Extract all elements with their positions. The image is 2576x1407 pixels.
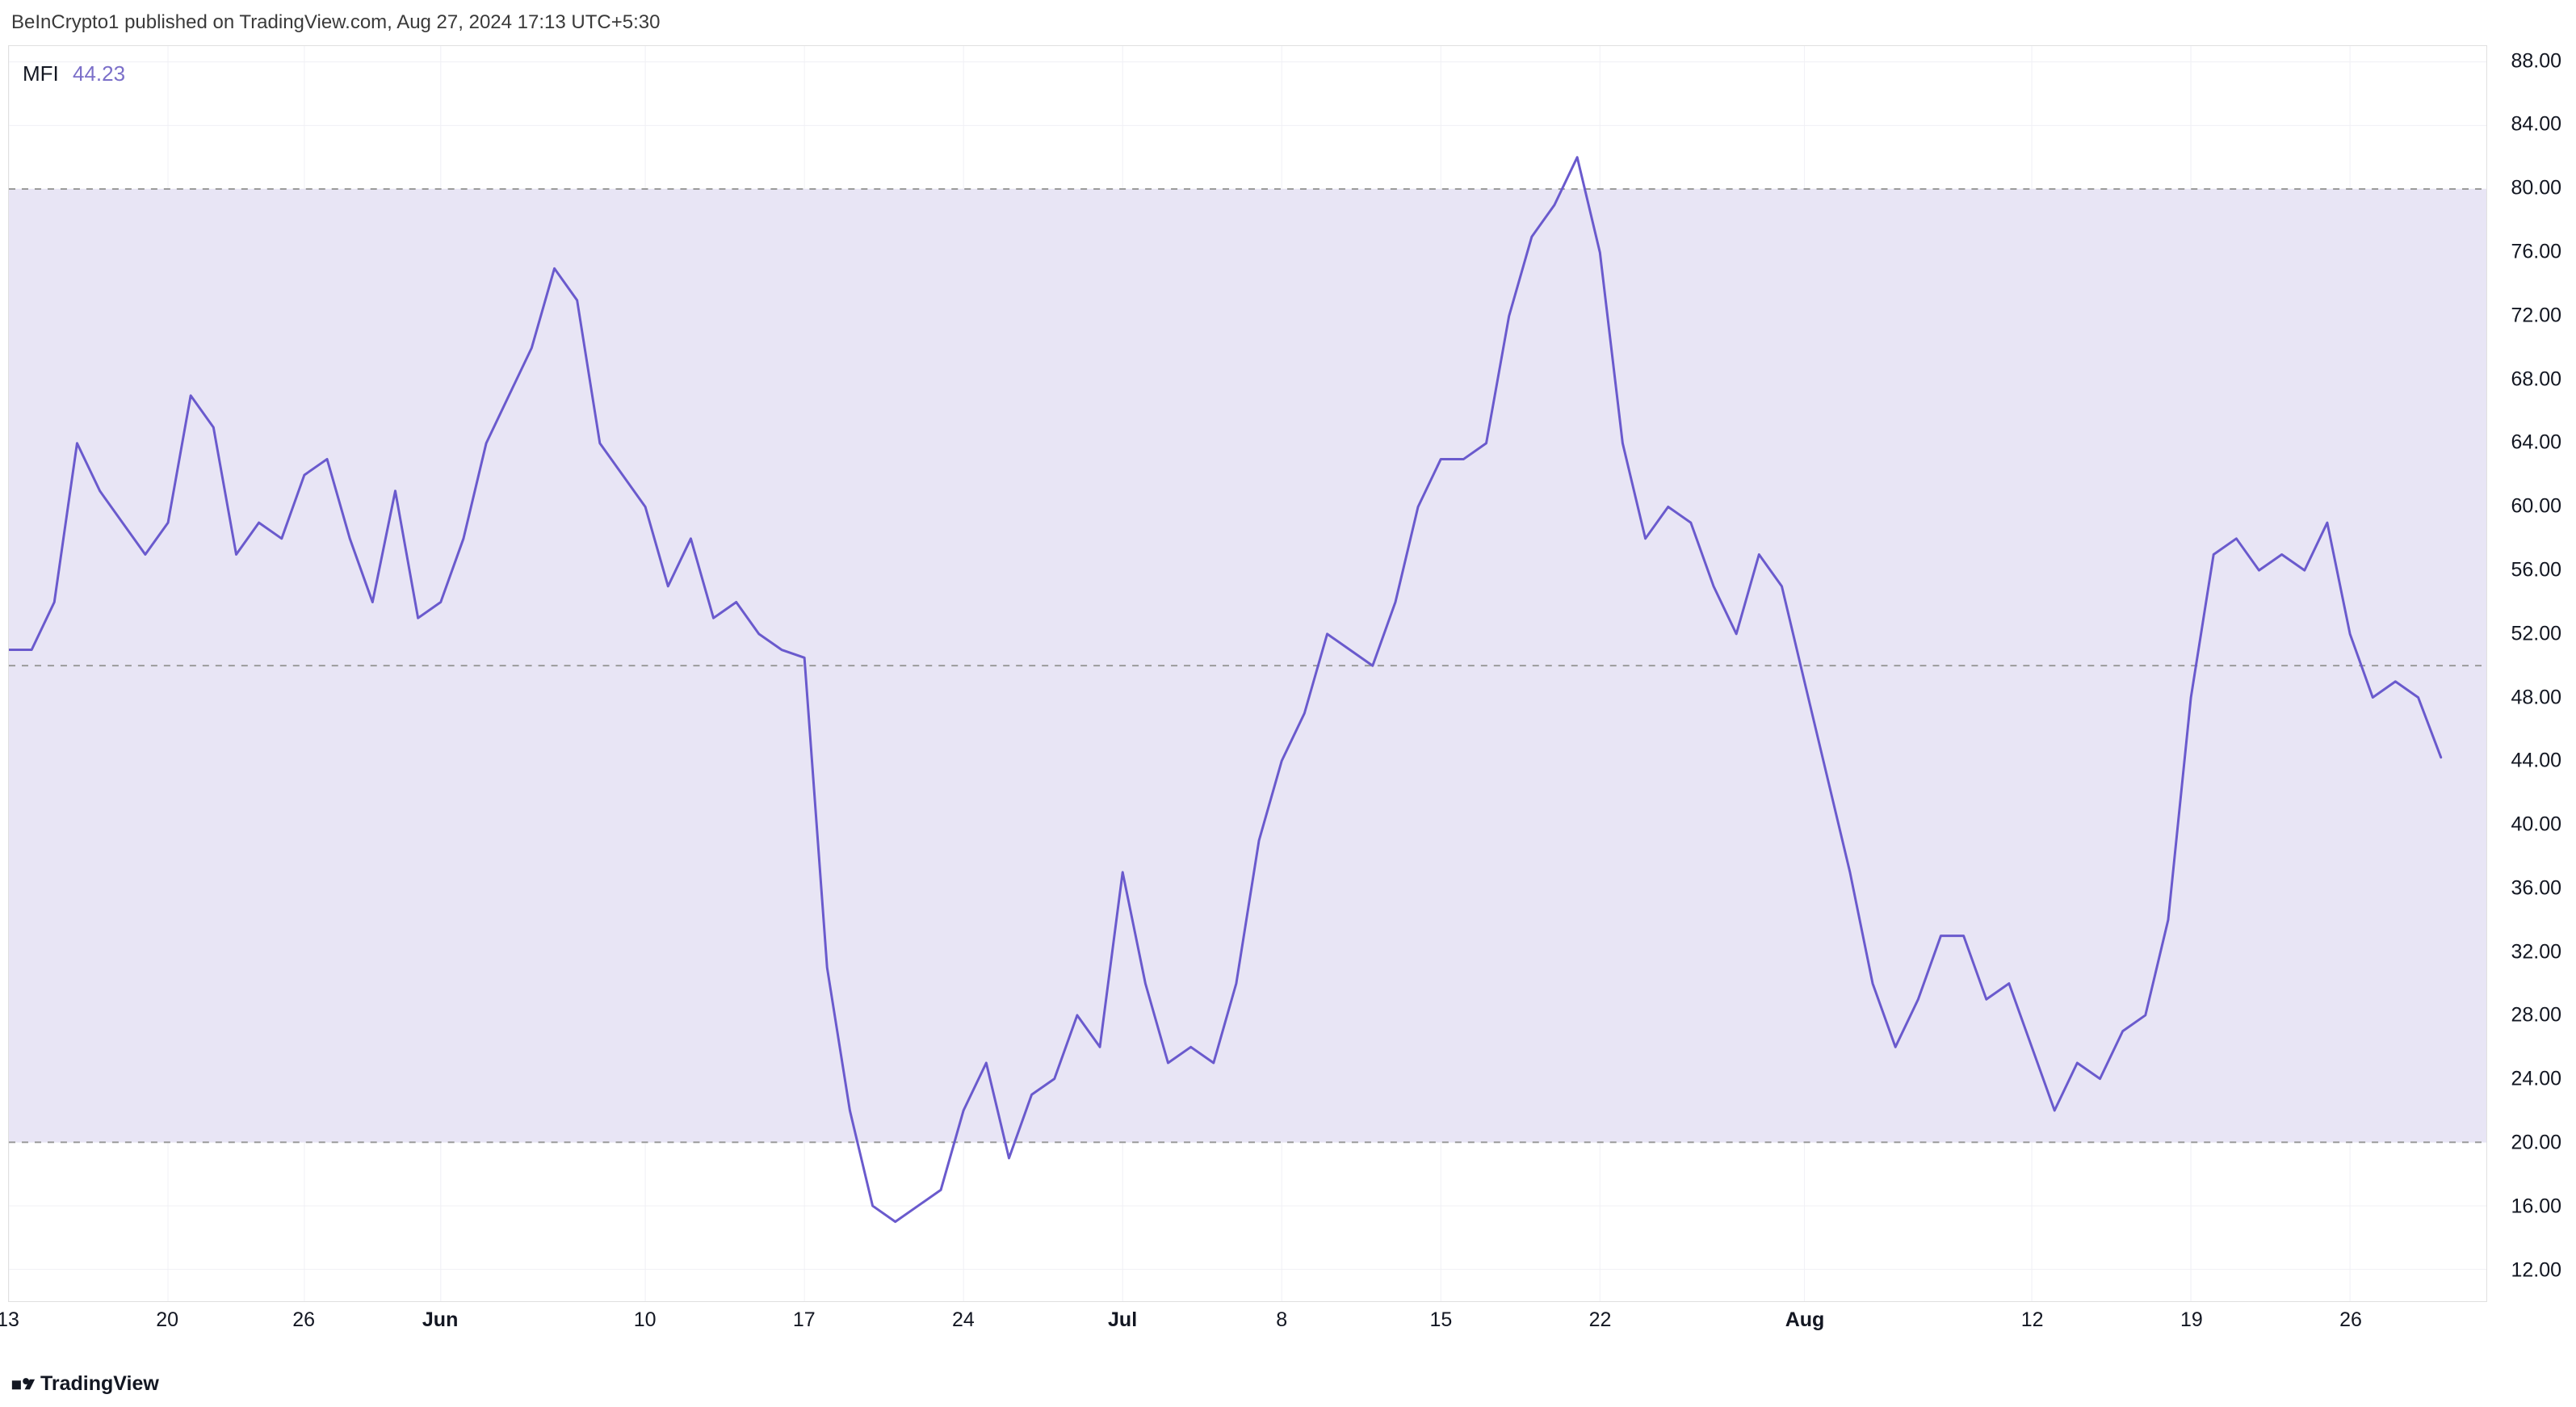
- chart-plot-area[interactable]: [8, 45, 2487, 1302]
- y-axis-tick: 12.00: [2511, 1258, 2561, 1282]
- indicator-value: 44.23: [73, 61, 125, 86]
- y-axis-tick: 36.00: [2511, 876, 2561, 900]
- y-axis-tick: 84.00: [2511, 113, 2561, 136]
- y-axis-tick: 76.00: [2511, 241, 2561, 264]
- y-axis-tick: 40.00: [2511, 813, 2561, 837]
- x-axis-tick: Aug: [1785, 1308, 1825, 1332]
- x-axis-tick: 8: [1276, 1308, 1287, 1332]
- y-axis-tick: 64.00: [2511, 431, 2561, 455]
- x-axis-tick: 19: [2180, 1308, 2203, 1332]
- x-axis-tick: 13: [0, 1308, 19, 1332]
- y-axis-tick: 16.00: [2511, 1195, 2561, 1218]
- x-axis: 132026Jun101724Jul81522Aug121926: [8, 1304, 2487, 1355]
- y-axis: 88.00 84.00 80.00 76.00 72.00 68.00 64.00 60.00…: [2489, 45, 2576, 1302]
- y-axis-tick: 44.00: [2511, 750, 2561, 773]
- attribution-text: BeInCrypto1 published on TradingView.com…: [11, 11, 660, 34]
- x-axis-tick: 12: [2021, 1308, 2044, 1332]
- indicator-name: MFI: [23, 61, 59, 86]
- x-axis-tick: 24: [952, 1308, 975, 1332]
- y-axis-tick: 52.00: [2511, 622, 2561, 645]
- indicator-legend[interactable]: MFI 44.23: [23, 61, 125, 86]
- chart-svg: [9, 46, 2486, 1301]
- tradingview-watermark[interactable]: TradingView: [11, 1372, 159, 1396]
- y-axis-tick: 56.00: [2511, 558, 2561, 582]
- x-axis-tick: 17: [793, 1308, 816, 1332]
- x-axis-tick: Jun: [422, 1308, 458, 1332]
- chart-container: BeInCrypto1 published on TradingView.com…: [0, 0, 2576, 1407]
- x-axis-tick: 10: [634, 1308, 657, 1332]
- y-axis-tick: 48.00: [2511, 686, 2561, 709]
- y-axis-tick: 20.00: [2511, 1132, 2561, 1155]
- y-axis-tick: 32.00: [2511, 940, 2561, 964]
- x-axis-tick: 22: [1589, 1308, 1612, 1332]
- y-axis-tick: 60.00: [2511, 495, 2561, 519]
- x-axis-tick: Jul: [1108, 1308, 1137, 1332]
- y-axis-tick: 24.00: [2511, 1068, 2561, 1091]
- x-axis-tick: 26: [2339, 1308, 2362, 1332]
- tradingview-logo-icon: [11, 1376, 36, 1393]
- y-axis-tick: 88.00: [2511, 49, 2561, 73]
- y-axis-tick: 28.00: [2511, 1004, 2561, 1027]
- y-axis-tick: 80.00: [2511, 177, 2561, 200]
- tradingview-watermark-text: TradingView: [40, 1372, 159, 1396]
- x-axis-tick: 20: [156, 1308, 178, 1332]
- y-axis-tick: 72.00: [2511, 304, 2561, 327]
- y-axis-tick: 68.00: [2511, 368, 2561, 391]
- x-axis-tick: 26: [292, 1308, 315, 1332]
- x-axis-tick: 15: [1429, 1308, 1452, 1332]
